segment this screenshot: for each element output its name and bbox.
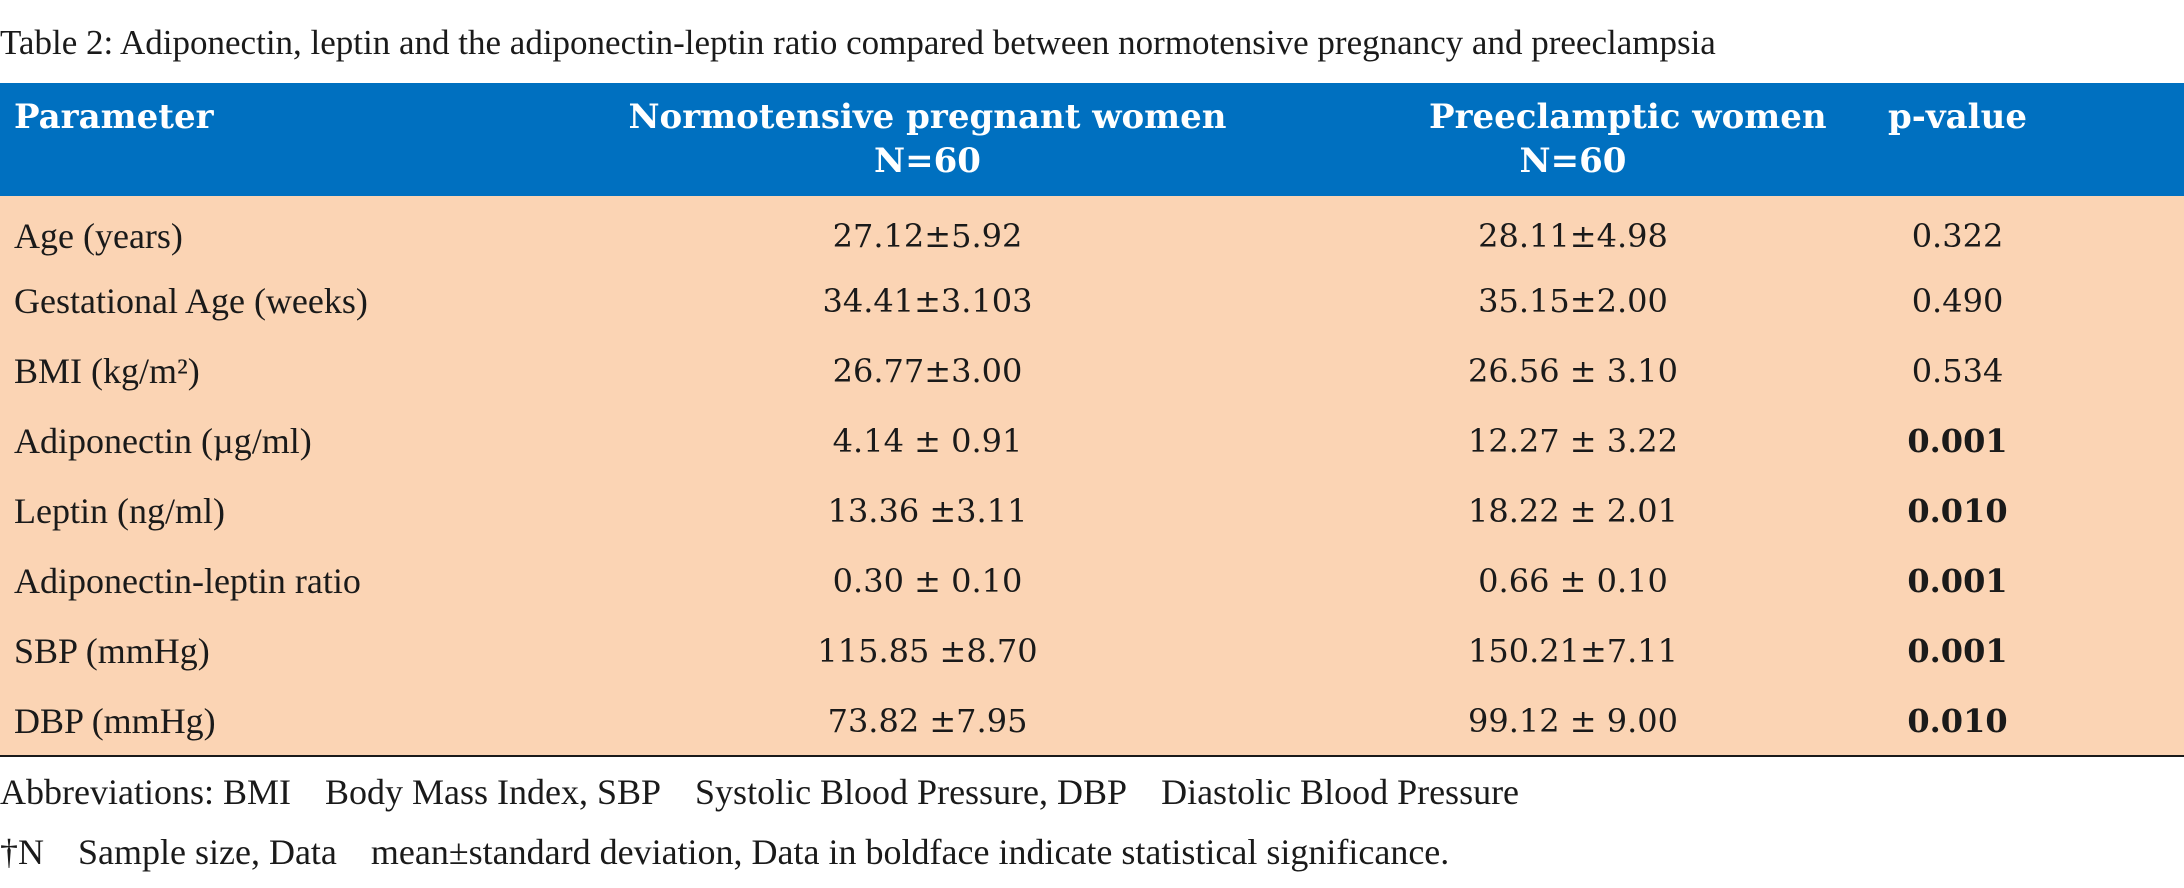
normotensive-cell: 27.12±5.92 [832,217,1023,255]
header-parameter: Parameter [0,83,440,196]
normotensive-cell: 13.36 ±3.11 [827,492,1028,530]
table-row: Age (years) 27.12±5.92 28.11±4.98 0.322 [0,196,2184,266]
parameter-cell: Leptin (ng/ml) [14,491,225,531]
table-row: BMI (kg/m²) 26.77±3.00 26.56 ± 3.10 0.534 [0,336,2184,406]
normotensive-cell: 26.77±3.00 [832,352,1023,390]
table-row: SBP (mmHg) 115.85 ±8.70 150.21±7.11 0.001 [0,616,2184,686]
data-footnote: †N Sample size, Data mean±standard deviati… [0,828,1449,876]
table-row: DBP (mmHg) 73.82 ±7.95 99.12 ± 9.00 0.010 [0,686,2184,756]
header-normotensive-n: N=60 [874,141,981,181]
p-value-cell: 0.322 [1911,217,2004,255]
table-row: Adiponectin (µg/ml) 4.14 ± 0.91 12.27 ± 3.… [0,406,2184,476]
table-row: Gestational Age (weeks) 34.41±3.103 35.15±… [0,266,2184,336]
normotensive-cell: 34.41±3.103 [822,282,1033,320]
preeclamptic-cell: 0.66 ± 0.10 [1478,562,1668,600]
preeclamptic-cell: 28.11±4.98 [1478,217,1668,255]
abbrev-part: Diastolic Blood Pressure [1161,772,1520,812]
preeclamptic-cell: 35.15±2.00 [1478,282,1668,320]
abbrev-part: Abbreviations: BMI [0,772,291,812]
normotensive-cell: 73.82 ±7.95 [827,701,1028,740]
parameter-cell: SBP (mmHg) [14,631,210,671]
p-value-cell: 0.001 [1907,632,2008,670]
header-pvalue-label: p-value [1888,97,2027,137]
preeclamptic-cell: 26.56 ± 3.10 [1467,352,1678,390]
table-caption: Table 2: Adiponectin, leptin and the adi… [0,23,1716,62]
header-normotensive-title: Normotensive pregnant women [628,97,1227,137]
header-pvalue: p-value [1731,83,2184,196]
normotensive-cell: 4.14 ± 0.91 [832,422,1023,460]
note-part: mean±standard deviation, Data in boldfac… [370,832,1450,872]
header-preeclamptic-title: Preeclamptic women [1429,97,1827,137]
parameter-cell: Adiponectin-leptin ratio [14,561,361,601]
preeclamptic-cell: 150.21±7.11 [1467,632,1679,670]
preeclamptic-cell: 99.12 ± 9.00 [1467,701,1678,740]
normotensive-cell: 0.30 ± 0.10 [832,562,1023,600]
preeclamptic-cell: 18.22 ± 2.01 [1467,492,1678,530]
p-value-cell: 0.010 [1907,701,2008,740]
abbrev-part: Systolic Blood Pressure, DBP [695,772,1128,812]
preeclamptic-cell: 12.27 ± 3.22 [1467,422,1678,460]
table-header: Parameter Normotensive pregnant women N=… [0,83,2184,196]
note-part: †N [0,832,44,872]
parameter-cell: Adiponectin (µg/ml) [14,421,312,461]
p-value-cell: 0.010 [1907,492,2008,530]
results-table: Parameter Normotensive pregnant women N=… [0,83,2184,757]
abbrev-part: Body Mass Index, SBP [324,772,662,812]
header-parameter-label: Parameter [14,97,214,137]
parameter-cell: BMI (kg/m²) [14,351,200,391]
p-value-cell: 0.001 [1907,422,2008,460]
p-value-cell: 0.534 [1911,352,2004,390]
abbreviations-footnote: Abbreviations: BMI Body Mass Index, SBP Sy… [0,768,1519,816]
normotensive-cell: 115.85 ±8.70 [817,632,1038,670]
header-preeclamptic: Preeclamptic women N=60 [1415,83,1827,196]
parameter-cell: DBP (mmHg) [14,700,216,741]
p-value-cell: 0.490 [1911,282,2004,320]
header-preeclamptic-n: N=60 [1519,141,1627,181]
parameter-cell: Age (years) [14,216,183,256]
table-row: Adiponectin-leptin ratio 0.30 ± 0.10 0.66 … [0,546,2184,616]
note-part: Sample size, Data [78,832,337,872]
parameter-cell: Gestational Age (weeks) [14,281,368,321]
table-body: Age (years) 27.12±5.92 28.11±4.98 0.322 Gest… [0,196,2184,756]
header-normotensive: Normotensive pregnant women N=60 [440,83,1415,196]
p-value-cell: 0.001 [1907,562,2008,600]
table-row: Leptin (ng/ml) 13.36 ±3.11 18.22 ± 2.01 0.0… [0,476,2184,546]
header-row: Parameter Normotensive pregnant women N=… [0,83,2184,196]
